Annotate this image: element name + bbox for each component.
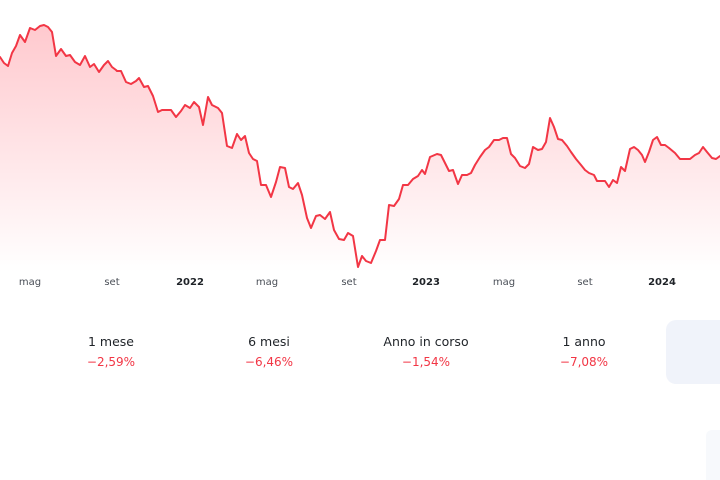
x-axis-label: mag xyxy=(18,277,42,288)
price-area-fill xyxy=(0,25,720,272)
performance-period-label: 1 mese xyxy=(88,334,134,349)
performance-change-value: −2,59% xyxy=(86,355,136,369)
x-axis-label: set xyxy=(104,277,120,288)
x-axis-label: 2024 xyxy=(648,277,676,288)
performance-change-value: −7,08% xyxy=(559,355,609,369)
side-panel[interactable] xyxy=(666,320,720,384)
performance-item[interactable]: 1 anno −7,08% xyxy=(514,334,654,370)
performance-change-value: −1,54% xyxy=(401,355,451,369)
x-axis-label: mag xyxy=(492,277,516,288)
performance-item[interactable]: Anno in corso −1,54% xyxy=(356,334,496,370)
side-panel-shadow xyxy=(706,430,720,480)
performance-period-label: Anno in corso xyxy=(383,334,469,349)
performance-period-label: 6 mesi xyxy=(248,334,290,349)
x-axis-label: 2023 xyxy=(412,277,440,288)
x-axis-label: set xyxy=(341,277,357,288)
x-axis-label: 2022 xyxy=(176,277,204,288)
performance-item[interactable]: 6 mesi −6,46% xyxy=(199,334,339,370)
performance-item[interactable]: 1 mese −2,59% xyxy=(41,334,181,370)
x-axis-label: set xyxy=(577,277,593,288)
performance-change-value: −6,46% xyxy=(244,355,294,369)
x-axis-label: mag xyxy=(255,277,279,288)
price-chart[interactable] xyxy=(0,0,720,272)
price-line xyxy=(0,24,720,268)
performance-period-label: 1 anno xyxy=(562,334,606,349)
price-chart-svg[interactable] xyxy=(0,0,720,272)
